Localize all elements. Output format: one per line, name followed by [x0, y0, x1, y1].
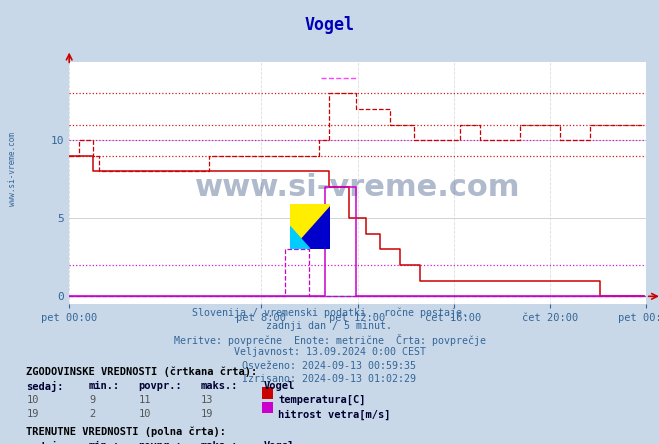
- Text: sedaj:: sedaj:: [26, 381, 64, 392]
- Text: temperatura[C]: temperatura[C]: [278, 395, 366, 405]
- Text: Vogel: Vogel: [264, 381, 295, 391]
- Text: 19: 19: [26, 409, 39, 419]
- Text: TRENUTNE VREDNOSTI (polna črta):: TRENUTNE VREDNOSTI (polna črta):: [26, 426, 226, 437]
- Text: ZGODOVINSKE VREDNOSTI (črtkana črta):: ZGODOVINSKE VREDNOSTI (črtkana črta):: [26, 366, 258, 377]
- Polygon shape: [290, 204, 330, 249]
- Text: www.si-vreme.com: www.si-vreme.com: [8, 132, 17, 206]
- Text: Osveženo: 2024-09-13 00:59:35: Osveženo: 2024-09-13 00:59:35: [243, 361, 416, 371]
- Text: hitrost vetra[m/s]: hitrost vetra[m/s]: [278, 409, 391, 420]
- Text: www.si-vreme.com: www.si-vreme.com: [195, 174, 520, 202]
- Text: 10: 10: [138, 409, 151, 419]
- Text: povpr.:: povpr.:: [138, 381, 182, 391]
- Text: 2: 2: [89, 409, 95, 419]
- Text: 9: 9: [89, 395, 95, 405]
- Text: 13: 13: [201, 395, 214, 405]
- Text: min.:: min.:: [89, 440, 120, 444]
- Text: Veljavnost: 13.09.2024 0:00 CEST: Veljavnost: 13.09.2024 0:00 CEST: [233, 347, 426, 357]
- Text: 11: 11: [138, 395, 151, 405]
- Polygon shape: [290, 204, 330, 249]
- Polygon shape: [290, 226, 310, 249]
- Text: maks.:: maks.:: [201, 440, 239, 444]
- Text: Slovenija / vremenski podatki - ročne postaje.: Slovenija / vremenski podatki - ročne po…: [192, 307, 467, 318]
- Text: povpr.:: povpr.:: [138, 440, 182, 444]
- Text: Vogel: Vogel: [304, 16, 355, 34]
- Text: zadnji dan / 5 minut.: zadnji dan / 5 minut.: [266, 321, 393, 331]
- Text: min.:: min.:: [89, 381, 120, 391]
- Text: Meritve: povprečne  Enote: metrične  Črta: povprečje: Meritve: povprečne Enote: metrične Črta:…: [173, 334, 486, 346]
- Text: maks.:: maks.:: [201, 381, 239, 391]
- Text: Izrisano: 2024-09-13 01:02:29: Izrisano: 2024-09-13 01:02:29: [243, 374, 416, 384]
- Text: sedaj:: sedaj:: [26, 440, 64, 444]
- Text: Vogel: Vogel: [264, 440, 295, 444]
- Text: 19: 19: [201, 409, 214, 419]
- Text: 10: 10: [26, 395, 39, 405]
